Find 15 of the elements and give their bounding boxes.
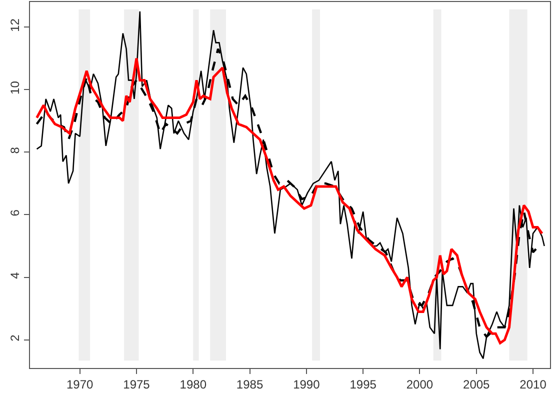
x-tick-label: 1980 [180, 377, 207, 392]
x-tick-label: 1995 [350, 377, 377, 392]
y-tick-label: 6 [8, 209, 22, 216]
y-tick-label: 10 [8, 80, 22, 94]
y-tick-label: 2 [8, 334, 22, 342]
x-tick-label: 2010 [520, 377, 547, 392]
y-tick-label: 4 [8, 272, 22, 279]
x-tick-label: 2005 [463, 377, 490, 392]
x-tick-label: 2000 [406, 377, 434, 392]
x-tick-label: 1985 [236, 377, 264, 392]
x-tick-label: 1975 [123, 377, 150, 392]
y-tick-label: 8 [8, 146, 22, 154]
y-tick-label: 12 [8, 18, 22, 32]
x-tick-label: 1970 [66, 377, 94, 392]
x-tick-label: 1990 [293, 377, 320, 392]
